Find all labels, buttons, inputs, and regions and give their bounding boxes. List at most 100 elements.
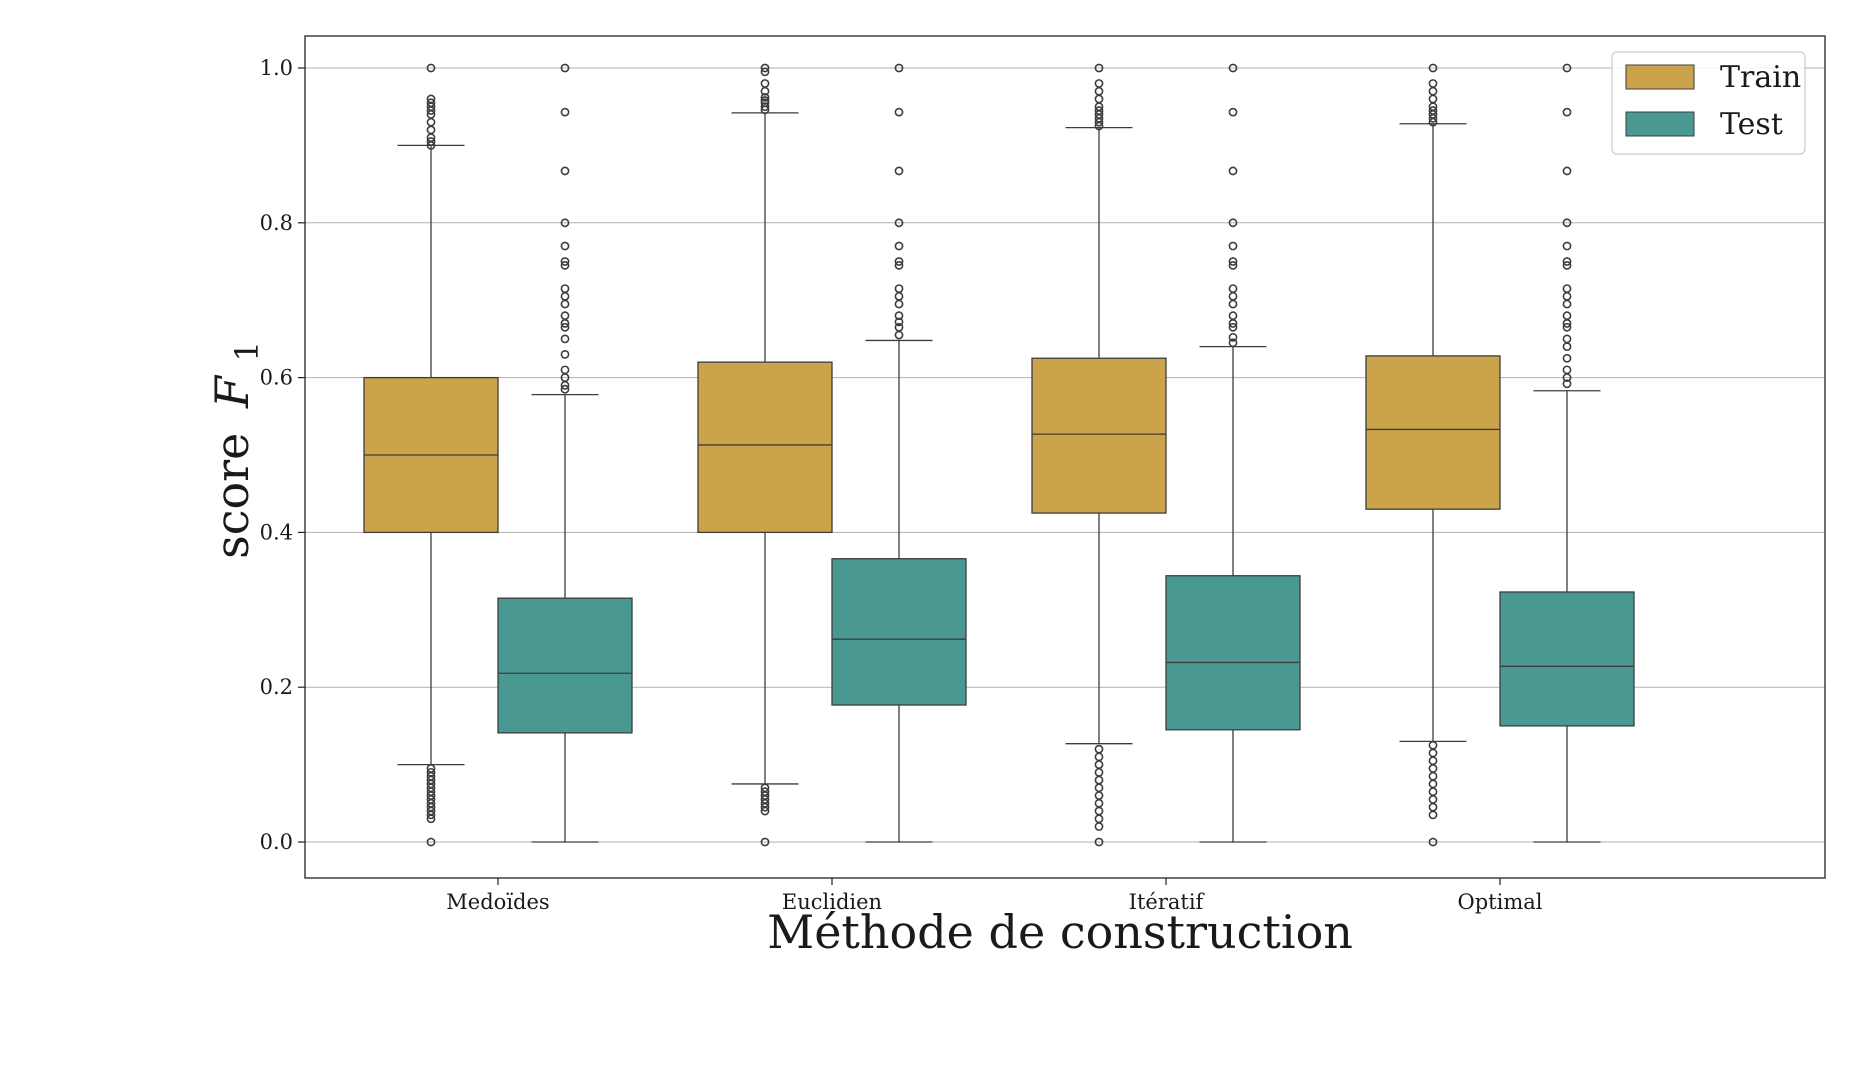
outlier-point: [1562, 373, 1572, 382]
outlier-point: [560, 384, 570, 394]
outlier-point: [1562, 342, 1572, 352]
legend-swatch-train: [1625, 64, 1695, 90]
outlier-point: [1428, 779, 1438, 789]
y-axis-label: score F 1: [205, 341, 266, 559]
outlier-point: [560, 260, 570, 270]
box-group-train-4: [1365, 63, 1501, 847]
outlier-point: [1562, 299, 1572, 309]
y-axis-ticks: 0.0 0.2 0.4 0.6 0.8 1.0: [260, 56, 305, 854]
outlier-point: [1562, 291, 1572, 301]
outlier-point: [1228, 332, 1238, 342]
outlier-point: [560, 291, 570, 301]
outlier-point: [1228, 319, 1238, 328]
y-tick-label: 0.4: [260, 520, 293, 544]
outlier-point: [1428, 748, 1438, 758]
outlier-point: [1094, 63, 1104, 73]
outlier-point: [1562, 63, 1572, 73]
outlier-point: [1428, 756, 1438, 766]
legend-label-train: Train: [1720, 60, 1801, 95]
outlier-point: [426, 117, 436, 127]
outlier-point: [560, 166, 570, 176]
x-tick-label: Euclidien: [782, 890, 882, 914]
x-axis-ticks: Medoïdes Euclidien Itératif Optimal: [446, 878, 1543, 914]
outlier-point: [1228, 241, 1238, 251]
outlier-point: [426, 125, 436, 135]
outlier-point: [760, 67, 770, 77]
outlier-point: [760, 837, 770, 847]
box-train-4: [1365, 355, 1501, 510]
outlier-point: [1562, 166, 1572, 176]
outlier-point: [1428, 837, 1438, 847]
box-group-test-4: [1499, 63, 1635, 843]
outlier-point: [894, 299, 904, 309]
outlier-point: [1094, 94, 1104, 104]
box-test-4: [1499, 591, 1635, 727]
outlier-point: [1094, 752, 1104, 762]
outlier-point: [1428, 113, 1438, 123]
outlier-point: [560, 107, 570, 117]
outlier-point: [760, 802, 770, 812]
outlier-point: [894, 241, 904, 251]
outlier-point: [760, 79, 770, 88]
outlier-point: [426, 140, 436, 150]
outlier-point: [1094, 117, 1104, 127]
box-train-2: [697, 361, 833, 534]
svg-text:score F 1: score F 1: [205, 341, 266, 559]
y-axis-label-symbol: F: [205, 374, 259, 409]
outlier-point: [1562, 365, 1572, 375]
outlier-point: [760, 102, 770, 112]
outlier-point: [1562, 379, 1572, 389]
outlier-point: [760, 806, 770, 816]
y-tick-label: 0.8: [260, 211, 293, 235]
legend-label-test: Test: [1720, 107, 1783, 142]
outlier-point: [1228, 166, 1238, 176]
box-group-test-3: [1165, 63, 1301, 843]
outlier-point: [1562, 257, 1572, 266]
x-tick-label: Optimal: [1458, 890, 1543, 914]
outlier-point: [560, 257, 570, 266]
outlier-point: [1094, 79, 1104, 88]
outlier-point: [1428, 764, 1438, 773]
outlier-point: [426, 63, 436, 73]
outlier-point: [426, 837, 436, 847]
outlier-point: [894, 107, 904, 117]
outlier-point: [1228, 218, 1238, 228]
outlier-point: [1228, 284, 1238, 293]
outlier-point: [560, 218, 570, 228]
outlier-point: [560, 63, 570, 73]
outlier-point: [426, 106, 436, 115]
outlier-point: [1228, 63, 1238, 73]
outlier-point: [560, 284, 570, 293]
outlier-point: [894, 218, 904, 228]
legend-swatch-test: [1625, 111, 1695, 137]
outlier-point: [894, 317, 904, 327]
outlier-point: [894, 311, 904, 321]
outlier-point: [894, 284, 904, 293]
outlier-point: [1428, 740, 1438, 750]
outlier-point: [1094, 783, 1104, 793]
outlier-point: [1228, 299, 1238, 309]
box-group-test-1: [497, 63, 633, 843]
box-test-1: [497, 597, 633, 734]
outlier-point: [426, 814, 436, 824]
outlier-point: [1562, 284, 1572, 293]
outlier-point: [560, 299, 570, 309]
y-axis-label-text: score: [205, 433, 259, 559]
x-tick-label: Medoïdes: [446, 890, 549, 914]
outlier-point: [1228, 257, 1238, 266]
outlier-point: [426, 137, 436, 146]
outlier-point: [1428, 63, 1438, 73]
outlier-point: [1562, 241, 1572, 251]
box-test-2: [831, 558, 967, 706]
y-axis-label-subscript: 1: [228, 341, 266, 361]
outlier-point: [1094, 121, 1104, 131]
outlier-point: [1094, 822, 1104, 831]
y-tick-label: 1.0: [260, 56, 293, 80]
outlier-point: [894, 260, 904, 270]
box-group-train-2: [697, 63, 833, 847]
outlier-point: [1428, 117, 1438, 127]
outlier-point: [560, 241, 570, 251]
outlier-point: [1562, 319, 1572, 328]
outlier-point: [1428, 810, 1438, 820]
